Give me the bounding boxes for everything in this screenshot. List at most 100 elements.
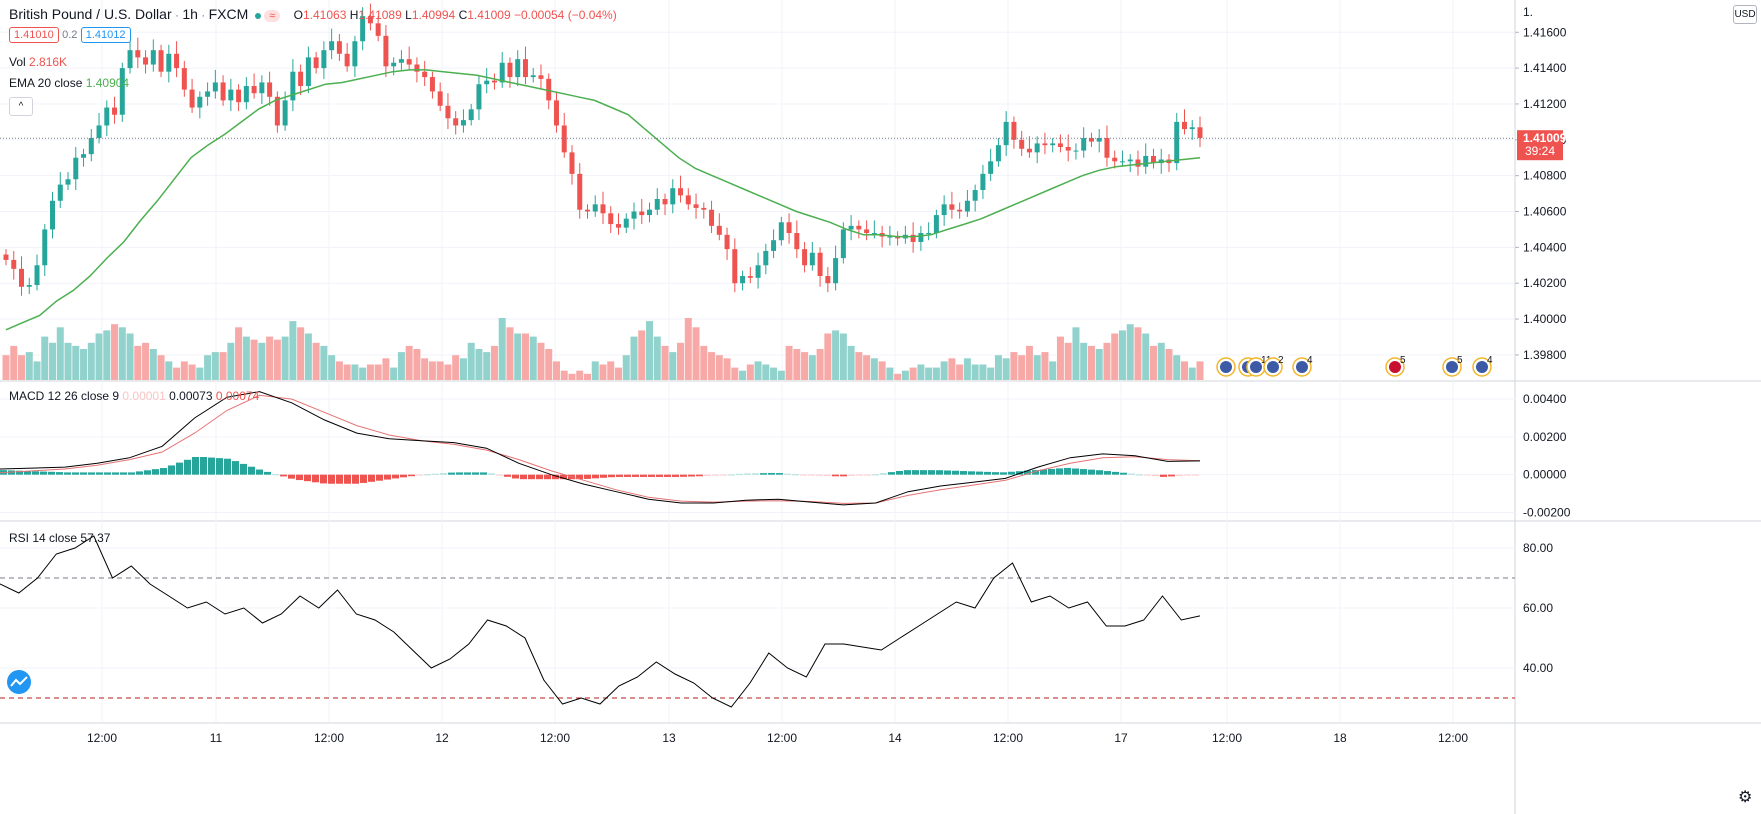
candle-body [112, 107, 118, 115]
volume-bar [708, 352, 716, 380]
macd-histogram-bar [1136, 474, 1143, 476]
volume-bar [646, 321, 654, 380]
ema-legend[interactable]: EMA 20 close 1.40904 [9, 76, 129, 90]
volume-bar [459, 358, 467, 380]
currency-button[interactable]: USD [1733, 5, 1757, 24]
candle-body [1112, 157, 1118, 162]
volume-bar [1033, 355, 1041, 380]
macd-histogram-bar [416, 474, 423, 476]
candle-body [267, 82, 273, 97]
macd-histogram-bar [128, 472, 135, 475]
macd-legend[interactable]: MACD 12 26 close 9 0.00001 0.00073 0.000… [9, 389, 259, 403]
ema-path [5, 69, 1201, 331]
volume-bar [297, 327, 305, 380]
macd-histogram-bar [936, 470, 943, 475]
rsi-tick-label: 40.00 [1523, 661, 1553, 675]
macd-histogram-bar [344, 474, 351, 484]
sell-price-button[interactable]: 1.41010 [9, 27, 59, 43]
price-tick-label: 1.40400 [1523, 240, 1567, 254]
volume-bar [1025, 345, 1033, 380]
tradingview-logo[interactable] [7, 670, 31, 694]
volume-bar [56, 327, 64, 380]
candle-body [740, 276, 746, 284]
candle-body [1081, 138, 1087, 151]
event-count: 4 [1307, 355, 1313, 366]
macd-histogram-bar [280, 474, 287, 477]
macd-histogram-bar [24, 470, 31, 475]
macd-histogram-bar [120, 472, 127, 475]
macd-histogram-bar [632, 474, 639, 477]
candle-body [631, 211, 637, 219]
candle-body [957, 209, 963, 212]
macd-histogram-bar [376, 474, 383, 481]
macd-histogram-bar [1088, 469, 1095, 475]
macd-histogram-bar [168, 465, 175, 475]
symbol-name[interactable]: British Pound / U.S. Dollar [9, 6, 172, 22]
macd-histogram-bar [480, 472, 487, 475]
volume-bar [1149, 345, 1157, 380]
candle-body [1011, 121, 1017, 140]
time-tick-label: 12:00 [1438, 731, 1468, 745]
event-count: 2 [1278, 355, 1284, 366]
candle-body [26, 285, 32, 287]
volume-legend[interactable]: Vol 2.816K [9, 55, 67, 69]
candle-body [1189, 127, 1195, 130]
volume-bar [2, 355, 10, 380]
ema-line [5, 69, 1201, 331]
macd-pane [0, 391, 1201, 506]
price-axis[interactable]: 1.416001.414001.412001.410001.408001.406… [1515, 5, 1571, 675]
volume-bar [405, 345, 413, 380]
macd-histogram-bar [144, 470, 151, 475]
interval[interactable]: 1h [182, 6, 198, 22]
candle-body [499, 62, 505, 83]
candle-body [375, 23, 381, 36]
volume-bar [483, 352, 491, 380]
macd-histogram-bar [1112, 471, 1119, 475]
candle-body [50, 200, 56, 230]
market-status-badge[interactable]: ≈ [264, 10, 281, 22]
volume-bar [948, 358, 956, 380]
event-count: 5 [1400, 355, 1406, 366]
rsi-legend[interactable]: RSI 14 close 57.37 [9, 531, 110, 545]
rsi-value: 57.37 [80, 531, 111, 545]
volume-bar [359, 367, 367, 380]
volume-bar [801, 352, 809, 380]
buy-price-button[interactable]: 1.41012 [80, 27, 131, 43]
ohlc-open-label: O [293, 8, 303, 22]
us-flag-icon [1267, 361, 1279, 373]
candle-body [577, 173, 583, 210]
macd-histogram-bar [888, 472, 895, 475]
volume-bar [723, 358, 731, 380]
volume-bar [10, 345, 18, 380]
candle-body [1104, 138, 1110, 158]
time-tick-label: 12:00 [314, 731, 344, 745]
macd-histogram-bar [616, 474, 623, 477]
candle-body [81, 154, 87, 158]
macd-histogram-bar [448, 472, 455, 475]
macd-histogram-bar [560, 474, 567, 480]
candle-body [864, 229, 870, 234]
candle-body [639, 211, 645, 216]
macd-histogram-bar [1168, 474, 1175, 477]
volume-bar [591, 361, 599, 380]
candle-body [445, 105, 451, 119]
candle-body [732, 249, 738, 284]
macd-histogram-bar [440, 473, 447, 475]
settings-gear-icon[interactable]: ⚙ [1738, 789, 1753, 806]
collapse-legend-button[interactable]: ^ [9, 97, 33, 116]
candle-body [794, 233, 800, 250]
ohlc-close: 1.41009 [467, 8, 511, 22]
time-axis[interactable]: 12:00 11 12:00 12 12:00 13 12:00 14 12:00 17 12:00… [87, 731, 1468, 745]
macd-histogram-bar [832, 474, 839, 477]
volume-bar [715, 355, 723, 380]
volume-bar [1180, 361, 1188, 380]
volume-bar [1103, 342, 1111, 380]
price-tick-label: 1.40800 [1523, 169, 1567, 183]
macd-histogram-bar [768, 472, 775, 475]
candle-body [786, 222, 792, 234]
candle-body [972, 190, 978, 201]
macd-histogram-bar [456, 472, 463, 475]
volume-bar [266, 336, 274, 380]
